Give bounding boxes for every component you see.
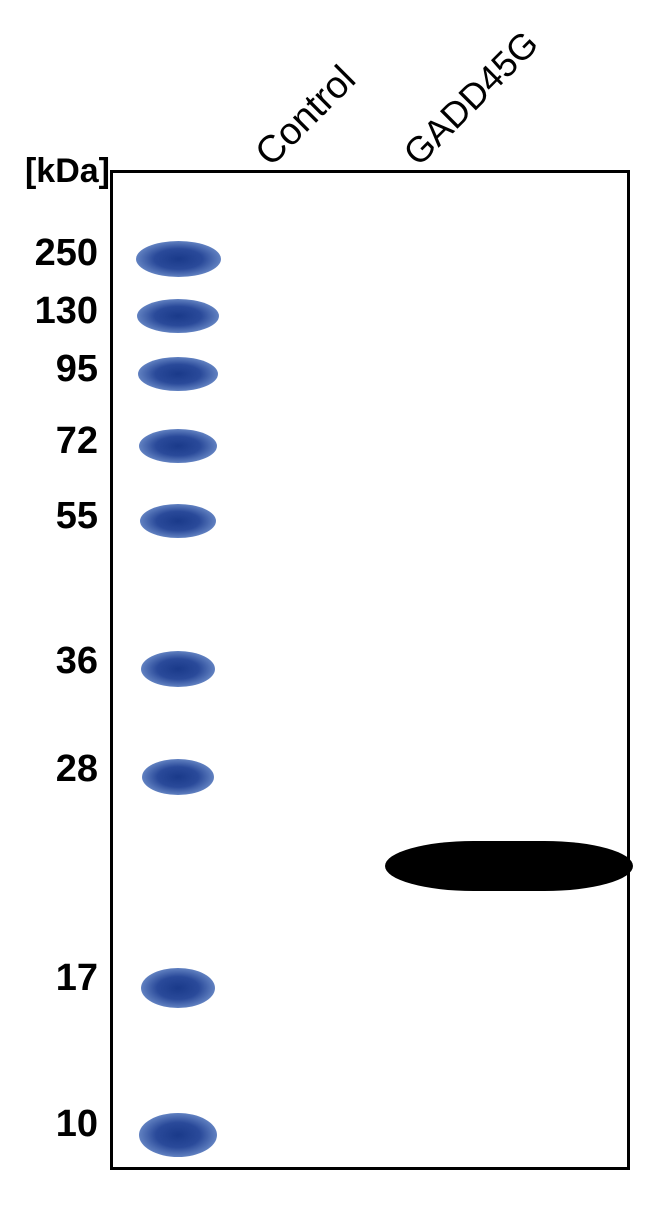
- mw-label-55: 55: [56, 495, 98, 538]
- gadd45g-band: [385, 841, 633, 891]
- ladder-band-95: [138, 357, 218, 391]
- ladder-band-36: [141, 651, 215, 687]
- ladder-band-55: [140, 504, 216, 538]
- blot-frame: [110, 170, 630, 1170]
- axis-unit-label: [kDa]: [0, 152, 110, 191]
- mw-label-10: 10: [56, 1103, 98, 1146]
- ladder-band-10: [139, 1113, 217, 1157]
- mw-label-130: 130: [35, 290, 98, 333]
- mw-label-36: 36: [56, 640, 98, 683]
- mw-label-95: 95: [56, 348, 98, 391]
- mw-label-28: 28: [56, 748, 98, 791]
- ladder-band-72: [139, 429, 217, 463]
- lane-label-control: Control: [248, 58, 365, 175]
- western-blot-figure: [kDa] Control GADD45G 250 130 95 72 55 3…: [0, 0, 650, 1205]
- mw-label-17: 17: [56, 957, 98, 1000]
- mw-label-72: 72: [56, 420, 98, 463]
- lane-label-gadd45g: GADD45G: [395, 23, 546, 174]
- ladder-band-28: [142, 759, 214, 795]
- ladder-band-130: [137, 299, 219, 333]
- ladder-band-17: [141, 968, 215, 1008]
- mw-label-250: 250: [35, 232, 98, 275]
- ladder-band-250: [136, 241, 221, 277]
